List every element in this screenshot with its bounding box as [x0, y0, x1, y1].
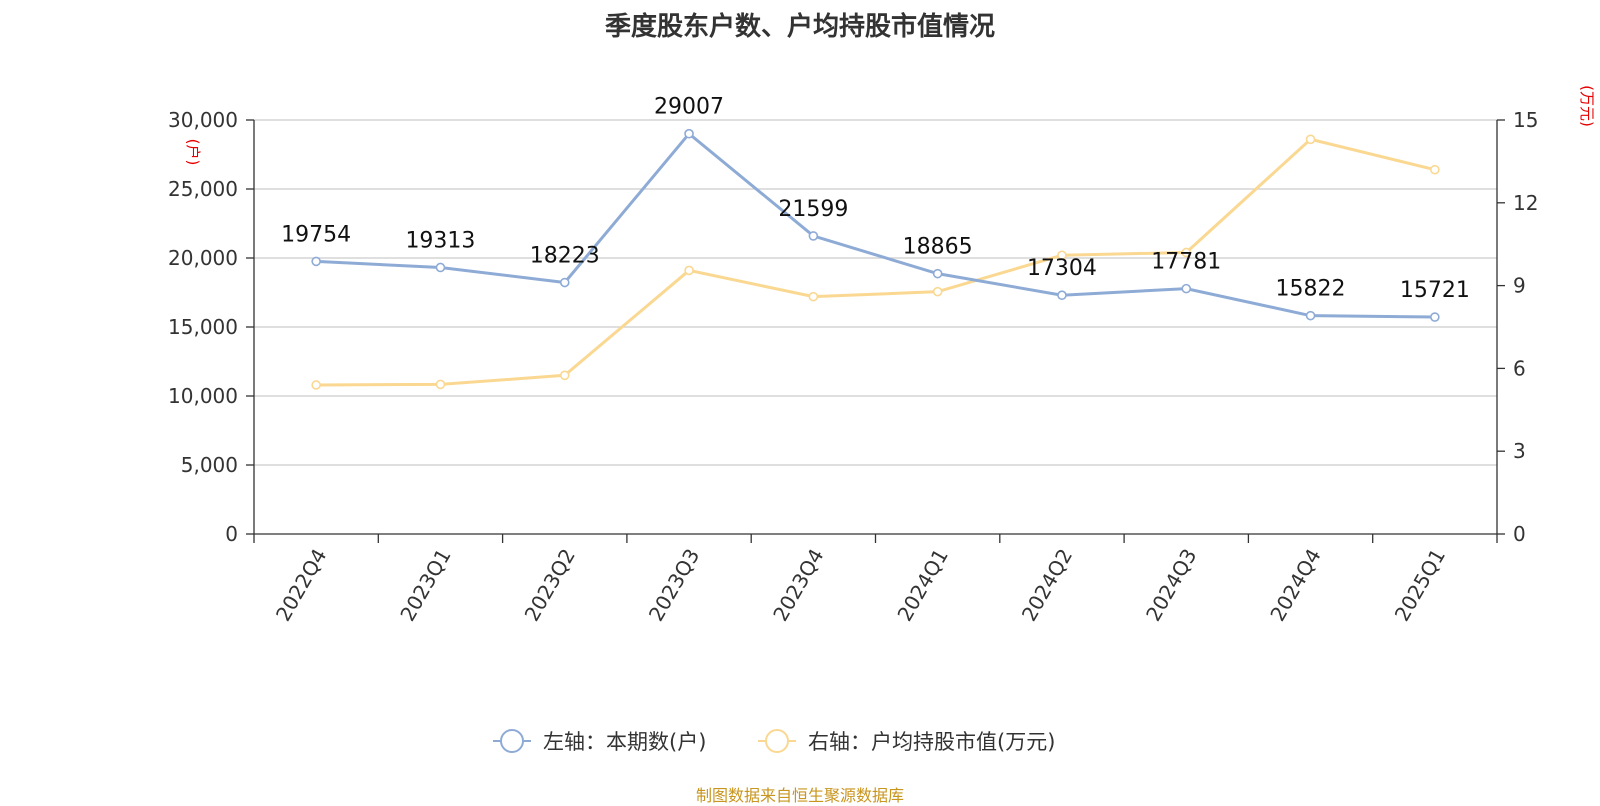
- grid-layer: [254, 119, 1497, 466]
- data-label: 19313: [405, 228, 475, 253]
- legend-item-left-series[interactable]: 左轴：本期数(户): [493, 729, 706, 754]
- data-label: 21599: [778, 197, 848, 222]
- series-left-point[interactable]: [311, 256, 321, 267]
- series-right-point[interactable]: [808, 291, 819, 302]
- axis-layer: 0 5,000 10,000 15,000 20,000 25,000 30,000 0 3 6 9…: [168, 108, 1538, 625]
- chart-title: 季度股东户数、户均持股市值情况: [604, 12, 995, 42]
- right-axis-tick-label: 3: [1513, 439, 1526, 463]
- right-axis-unit: (万元): [1578, 85, 1596, 127]
- series-left-point[interactable]: [932, 268, 943, 279]
- series-right-point[interactable]: [1430, 164, 1440, 175]
- x-axis-tick-label: 2024Q1: [892, 545, 952, 626]
- legend-item-right-series[interactable]: 右轴：户均持股市值(万元): [758, 729, 1055, 754]
- legend-swatch-left-marker: [500, 729, 524, 753]
- series-right-point[interactable]: [1181, 247, 1192, 258]
- source-note: 制图数据来自恒生聚源数据库: [695, 786, 904, 805]
- x-axis-tick-label: 2025Q1: [1390, 545, 1450, 626]
- x-axis-tick-label: 2023Q3: [644, 545, 704, 626]
- x-axis-tick-label: 2023Q4: [768, 545, 828, 626]
- right-axis-tick-label: 9: [1513, 274, 1526, 298]
- x-axis-tick-label: 2022Q4: [271, 545, 331, 626]
- series-left-point[interactable]: [559, 277, 570, 288]
- series-right-point[interactable]: [311, 380, 321, 390]
- right-axis-tick-label: 6: [1513, 356, 1526, 380]
- series-left-point[interactable]: [808, 231, 819, 241]
- series-left-point[interactable]: [684, 128, 694, 139]
- series-right-point[interactable]: [932, 286, 943, 297]
- series-left-line: [316, 131, 1435, 319]
- series-right-point[interactable]: [559, 370, 570, 381]
- series-left-point[interactable]: [1181, 283, 1192, 294]
- left-axis-tick-label: 30,000: [168, 108, 238, 132]
- series-left-point[interactable]: [435, 262, 446, 273]
- data-label: 15721: [1400, 278, 1470, 303]
- series-left-point[interactable]: [1057, 290, 1067, 301]
- data-label: 17781: [1151, 250, 1221, 275]
- series-right-line: [316, 137, 1436, 387]
- x-axis-tick-label: 2023Q2: [520, 545, 580, 626]
- series-right-point[interactable]: [435, 379, 446, 390]
- left-axis-tick-label: 0: [225, 522, 238, 546]
- x-axis-tick-label: 2024Q2: [1017, 545, 1077, 626]
- left-axis-tick-label: 10,000: [168, 384, 238, 408]
- series-right-point[interactable]: [684, 265, 694, 276]
- legend-left-label: 左轴：本期数(户): [543, 730, 706, 754]
- left-axis-tick-label: 25,000: [168, 177, 238, 201]
- data-label: 18223: [530, 244, 600, 269]
- legend: 左轴：本期数(户) 右轴：户均持股市值(万元): [493, 729, 1055, 754]
- x-axis-tick-label: 2023Q1: [395, 545, 455, 626]
- data-label: 18865: [903, 235, 973, 260]
- label-layer: 19754 19313 18223 29007 21599 18865 17304 17781…: [281, 95, 1470, 303]
- left-axis-unit: (户): [184, 139, 202, 166]
- legend-right-label: 右轴：户均持股市值(万元): [808, 730, 1055, 754]
- right-axis-tick-label: 12: [1513, 191, 1538, 215]
- left-axis-tick-label: 5,000: [181, 453, 238, 477]
- x-axis-tick-label: 2024Q4: [1265, 545, 1325, 626]
- right-axis-tick-label: 0: [1513, 522, 1526, 546]
- data-label: 19754: [281, 222, 351, 247]
- data-label: 17304: [1027, 256, 1097, 281]
- series-left-point[interactable]: [1305, 310, 1316, 321]
- left-axis-tick-label: 20,000: [168, 246, 238, 270]
- series-right-point[interactable]: [1057, 250, 1067, 261]
- series-left-point[interactable]: [1430, 312, 1440, 322]
- x-axis-tick-label: 2024Q3: [1141, 545, 1201, 626]
- left-axis-tick-label: 15,000: [168, 315, 238, 339]
- legend-swatch-right-marker: [765, 729, 789, 753]
- data-label: 15822: [1276, 277, 1346, 302]
- data-label: 29007: [654, 95, 724, 120]
- series-right-point[interactable]: [1305, 134, 1316, 145]
- right-axis-tick-label: 15: [1513, 108, 1538, 132]
- series-layer: [311, 128, 1440, 390]
